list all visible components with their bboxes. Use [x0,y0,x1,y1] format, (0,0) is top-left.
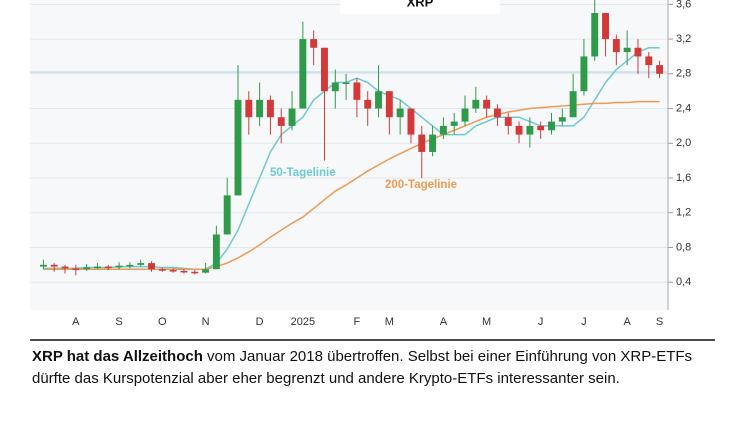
candle-body [115,265,123,268]
candle-body [39,264,47,267]
candle-body [504,117,512,126]
candle-body [353,82,361,100]
y-tick-label: 3,6 [676,0,691,10]
x-tick-label: D [256,316,264,328]
y-tick-label: 2,8 [676,68,691,80]
candle-body [439,125,447,135]
x-tick-label: A [72,316,80,328]
candle-body [299,39,307,109]
caption-text: vom Januar 2018 übertroffen. Selbst bei … [32,348,693,387]
candle-body [277,117,285,126]
x-tick-label: S [115,316,122,328]
x-tick-label: F [354,316,361,328]
y-tick-label: 1,2 [676,207,691,219]
candle-body [364,99,372,109]
candle-body [396,108,404,118]
candle-body [212,234,220,270]
x-tick-label: 2025 [291,316,315,328]
candle-body [558,117,566,122]
candle-body [493,108,501,118]
moving-average-line [43,47,660,270]
candle-body [137,263,145,265]
moving-average-line [43,100,660,270]
candle-body [83,267,91,270]
candle-body [548,121,555,131]
candle-body [602,13,610,40]
title-box [340,0,500,14]
caption: XRP hat das Allzeithoch vom Januar 2018 … [32,346,722,390]
candle-body [288,108,296,126]
candle-body [266,99,274,118]
x-tick-label: J [581,316,587,328]
plot-background [30,0,668,310]
candle-body [656,65,664,74]
x-tick-label: A [623,316,631,328]
x-tick-label: M [482,316,491,328]
candle-body [580,56,588,92]
y-tick-label: 3,2 [676,33,691,45]
candle-body [407,108,415,135]
candle-body [256,99,264,118]
candle-body [180,270,188,273]
y-tick-label: 0,8 [676,241,691,253]
candle-body [418,134,426,152]
candle-body [591,13,599,57]
candle-body [450,121,458,126]
candle-body [245,99,253,118]
candle-body [385,91,393,118]
y-tick-label: 2,0 [676,137,691,149]
candle-body [93,266,101,269]
y-tick-label: 2,4 [676,102,691,114]
candle-body [612,39,620,53]
candle-body [72,268,80,270]
candle-body [537,125,545,131]
candle-body [515,125,523,135]
chart: 0,4 0,8 1,2 1,6 2,0 2,4 2,8 3,2 3,6 50-Tagelinie 2… [30,0,715,341]
line-label: 50-Tagelinie [270,167,336,179]
candle-body [191,271,199,274]
candle-body [61,266,69,269]
y-tick-label: 1,6 [676,172,691,184]
y-tick-label: 0,4 [676,276,691,288]
candle-body [645,56,653,66]
candle-body [234,99,242,196]
x-tick-label: N [202,316,210,328]
candle-body [126,264,134,267]
candle-body [321,47,328,92]
candle-body [104,266,112,269]
candle-body [429,134,437,152]
candle-body [526,125,534,135]
candle-body [461,108,469,122]
candle-body [158,269,166,271]
candle-body [310,39,318,48]
candle-body [623,47,631,53]
x-tick-label: S [656,316,663,328]
candle-body [148,263,155,270]
chart-title: XRP [407,0,434,9]
candle-body [569,91,577,118]
line-label: 200-Tagelinie [385,179,457,191]
caption-lead: XRP hat das Allzeithoch [32,348,203,365]
candle-body [223,195,231,235]
x-tick-label: A [440,316,448,328]
candle-body [202,269,210,273]
candle-body [472,99,480,109]
candle-body [169,270,177,272]
x-tick-label: J [538,316,544,328]
candle-body [342,82,350,84]
candle-body [483,99,491,109]
candle-body [50,264,58,267]
candle-body [375,91,382,109]
candle-body [331,82,339,92]
x-tick-label: O [158,316,167,328]
x-tick-label: M [385,316,394,328]
candle-body [634,47,642,57]
